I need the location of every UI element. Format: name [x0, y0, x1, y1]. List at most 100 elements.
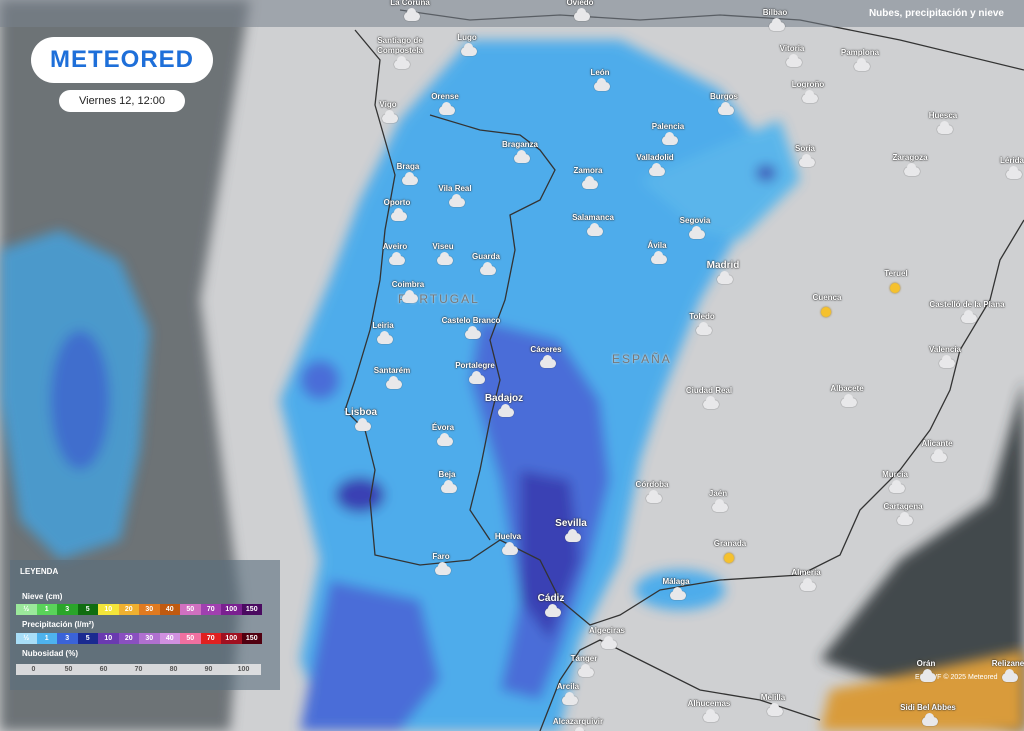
- weather-icon: [769, 18, 785, 31]
- weather-icon: [931, 449, 947, 462]
- weather-icon: [382, 110, 398, 123]
- weather-icon: [578, 664, 594, 677]
- city-label: Alhucemas: [687, 699, 731, 708]
- weather-icon: [718, 102, 734, 115]
- city-label: Braganza: [501, 140, 539, 149]
- city-label: Lérida: [999, 156, 1024, 165]
- city-label: Bilbao: [762, 8, 788, 17]
- city-label: Toledo: [689, 312, 715, 321]
- weather-icon: [961, 310, 977, 323]
- city-label: Valencia: [928, 345, 962, 354]
- weather-icon: [646, 490, 662, 503]
- weather-icon: [565, 529, 581, 542]
- city-label: Sidi Bel Abbes: [900, 703, 956, 712]
- weather-icon: [355, 418, 371, 431]
- legend-step: 20: [118, 633, 139, 644]
- weather-icon: [404, 8, 420, 21]
- legend-step: 5: [77, 604, 98, 615]
- weather-icon: [449, 194, 465, 207]
- weather-icon: [402, 290, 418, 303]
- weather-icon: [545, 604, 561, 617]
- weather-icon: [786, 54, 802, 67]
- city-label: Cuenca: [812, 293, 842, 302]
- city-label: Albacete: [830, 384, 864, 393]
- city-label: Salamanca: [572, 213, 614, 222]
- city-label: Huelva: [494, 532, 522, 541]
- weather-icon: [920, 669, 936, 682]
- weather-icon: [689, 226, 705, 239]
- weather-icon: [703, 709, 719, 722]
- city-label: Segovia: [679, 216, 711, 225]
- weather-icon: [712, 499, 728, 512]
- city-label: Cádiz: [537, 593, 565, 604]
- city-label: Oporto: [383, 198, 411, 207]
- legend-step: 80: [156, 664, 191, 675]
- legend-label: Nieve (cm): [22, 592, 63, 601]
- city-label: Tánger: [570, 654, 598, 663]
- city-label: Santarém: [373, 366, 411, 375]
- weather-icon: [601, 636, 617, 649]
- weather-icon: [904, 163, 920, 176]
- weather-icon: [389, 252, 405, 265]
- legend-label: Precipitación (l/m²): [22, 620, 95, 629]
- city-label: Jaén: [708, 489, 728, 498]
- weather-icon: [821, 307, 831, 317]
- top-bar: [0, 0, 1024, 27]
- legend-step: 30: [139, 604, 160, 615]
- city-label: Vigo: [379, 100, 397, 109]
- legend-step: 150: [241, 633, 262, 644]
- weather-icon: [897, 512, 913, 525]
- legend-step: 40: [159, 604, 180, 615]
- legend-step: 3: [57, 633, 78, 644]
- city-label: Relizane: [991, 659, 1024, 668]
- city-label: Guarda: [471, 252, 501, 261]
- city-label: Orán: [916, 659, 936, 668]
- weather-icon: [402, 172, 418, 185]
- weather-icon: [696, 322, 712, 335]
- legend-step: 100: [226, 664, 261, 675]
- city-label: Algeciras: [588, 626, 626, 635]
- date-label: Viernes 12, 12:00: [59, 90, 185, 112]
- weather-icon: [703, 396, 719, 409]
- weather-icon: [649, 163, 665, 176]
- city-label: Sevilla: [555, 518, 587, 529]
- weather-icon: [391, 208, 407, 221]
- weather-icon: [889, 480, 905, 493]
- city-label: Huesca: [928, 111, 958, 120]
- logo[interactable]: METEORED: [31, 37, 213, 83]
- city-label: La Coruña: [390, 0, 430, 7]
- weather-icon: [439, 102, 455, 115]
- weather-icon: [724, 553, 734, 563]
- layer-name[interactable]: Nubes, precipitación y nieve: [868, 8, 1004, 19]
- legend-step: 10: [98, 604, 119, 615]
- legend-step: ½: [16, 633, 37, 644]
- legend-step: 100: [221, 633, 242, 644]
- city-label: Orense: [431, 92, 459, 101]
- weather-icon: [461, 43, 477, 56]
- legend-title: LEYENDA: [20, 567, 59, 576]
- credit: ECMWF © 2025 Meteored: [915, 674, 998, 681]
- city-label: Córdoba: [635, 480, 669, 489]
- weather-icon: [767, 703, 783, 716]
- weather-icon: [594, 78, 610, 91]
- city-label: Cáceres: [530, 345, 562, 354]
- city-label: Ciudad Real: [685, 386, 733, 395]
- weather-icon: [717, 271, 733, 284]
- city-label: Almería: [791, 568, 821, 577]
- city-label: Portalegre: [455, 361, 495, 370]
- country-label: PORTUGAL: [398, 292, 480, 306]
- city-label: Zamora: [573, 166, 603, 175]
- weather-icon: [435, 562, 451, 575]
- city-label: Lisboa: [344, 407, 378, 418]
- legend-step: 70: [200, 604, 221, 615]
- city-label: Leiria: [372, 321, 394, 330]
- city-label: León: [590, 68, 610, 77]
- city-label: Évora: [431, 423, 455, 432]
- weather-icon: [441, 480, 457, 493]
- legend-step: 50: [180, 633, 201, 644]
- weather-icon: [1006, 166, 1022, 179]
- city-label: Zaragoza: [892, 153, 928, 162]
- city-label: Teruel: [884, 269, 908, 278]
- city-label: Vila Real: [438, 184, 472, 193]
